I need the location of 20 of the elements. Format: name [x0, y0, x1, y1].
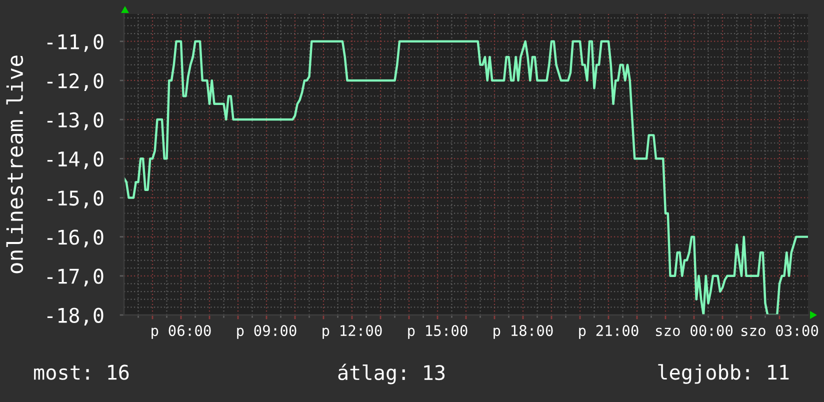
x-tick-label: p 06:00 — [152, 325, 211, 339]
y-tick-label: -14,0 — [47, 151, 104, 170]
text: most: 16 — [34, 364, 129, 380]
y-axis-title: onlinestream.live — [6, 56, 24, 274]
text: legjobb: 11 — [658, 364, 789, 384]
y-tick-label: -11,0 — [47, 34, 104, 52]
y-tick-label: -18,0 — [47, 308, 104, 326]
text: átlag: 13 — [338, 364, 445, 384]
y-tick-label: -15,0 — [47, 190, 104, 208]
x-tick-label: p 21:00 — [579, 325, 638, 339]
x-tick-label: p 12:00 — [322, 325, 382, 339]
x-tick-label: szo 03:00 — [742, 325, 818, 336]
y-tick-label: -12,0 — [47, 73, 104, 91]
x-tick-label: p 18:00 — [494, 325, 553, 339]
x-tick-label: szo 00:00 — [656, 325, 733, 336]
y-tick-label: -17,0 — [47, 268, 104, 286]
y-tick-label: -16,0 — [47, 230, 104, 248]
y-tick-label: -13,0 — [47, 112, 104, 130]
x-tick-label: p 09:00 — [237, 325, 296, 339]
x-tick-label: p 15:00 — [408, 325, 468, 339]
